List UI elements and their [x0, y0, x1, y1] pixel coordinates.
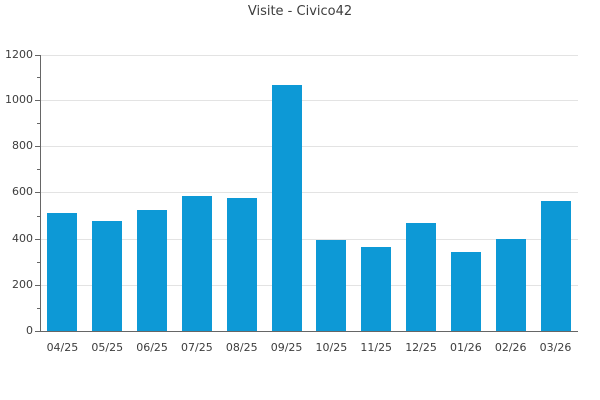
bar-slot	[533, 200, 578, 332]
bar-06-25	[137, 209, 168, 332]
x-tick-label: 01/26	[450, 341, 482, 354]
y-tick-label: 400	[12, 232, 33, 245]
y-tick-minor	[37, 77, 40, 78]
x-tick-label: 05/25	[91, 341, 124, 354]
bar-slot	[130, 209, 175, 332]
bar-01-26	[450, 251, 481, 332]
bar-05-25	[92, 220, 123, 332]
y-tick-minor	[37, 216, 40, 217]
y-tick-major	[35, 192, 40, 193]
x-tick-label: 12/25	[405, 341, 437, 354]
x-tick-label: 03/26	[539, 341, 572, 354]
bar-slot	[40, 213, 85, 332]
x-tick-label: 04/25	[46, 341, 79, 354]
y-tick-minor	[37, 123, 40, 124]
plot-area: 04/25 05/25 06/25 07/25 08/25 09/25 10/25 11/25…	[5, 49, 578, 354]
y-tick-label: 1000	[5, 93, 33, 106]
y-tick-major	[35, 146, 40, 147]
x-axis-line	[40, 331, 578, 332]
gridline	[40, 55, 578, 56]
bar-slot	[399, 222, 444, 332]
x-tick-label: 07/25	[181, 341, 213, 354]
bar-slot	[354, 246, 399, 332]
bar-slot	[219, 198, 264, 332]
y-tick-major	[35, 285, 40, 286]
x-tick-label: 10/25	[315, 341, 348, 354]
y-tick-label: 1200	[5, 48, 33, 61]
bar-slot	[488, 238, 533, 332]
bar-07-25	[181, 196, 212, 332]
bars-container	[40, 55, 578, 332]
bar-03-26	[540, 200, 571, 332]
bar-slot	[85, 220, 130, 332]
gridline	[40, 100, 578, 101]
x-tick-label: 06/25	[136, 341, 168, 354]
y-tick-major	[35, 331, 40, 332]
bar-slot	[174, 196, 219, 332]
y-tick-label: 800	[12, 139, 33, 152]
bar-11-25	[361, 246, 392, 332]
chart-title: Visite - Civico42	[247, 4, 353, 19]
x-tick-label: 08/25	[225, 341, 258, 354]
x-axis-labels: 04/25 05/25 06/25 07/25 08/25 09/25 10/25 11/25…	[40, 341, 578, 354]
bar-08-25	[226, 198, 257, 332]
y-tick-minor	[37, 262, 40, 263]
y-tick-minor	[37, 169, 40, 170]
gridline	[40, 146, 578, 147]
bar-slot	[443, 251, 488, 332]
bar-04-25	[47, 213, 78, 332]
gridline	[40, 285, 578, 286]
x-tick-label: 11/25	[360, 341, 393, 354]
y-axis-line	[40, 55, 41, 332]
bar-02-26	[495, 238, 526, 332]
bar-12-25	[406, 222, 437, 332]
x-tick-label: 09/25	[270, 341, 303, 354]
y-tick-label: 0	[26, 324, 33, 337]
gridline	[40, 192, 578, 193]
bar-09-25	[271, 85, 302, 332]
bar-slot	[309, 239, 354, 332]
y-tick-minor	[37, 308, 40, 309]
bar-10-25	[316, 239, 347, 332]
y-tick-label: 200	[12, 278, 33, 291]
y-tick-major	[35, 100, 40, 101]
bar-slot	[264, 85, 309, 332]
y-tick-major	[35, 239, 40, 240]
x-tick-label: 02/26	[494, 341, 527, 354]
y-tick-major	[35, 55, 40, 56]
gridline	[40, 239, 578, 240]
y-tick-label: 600	[12, 185, 33, 198]
